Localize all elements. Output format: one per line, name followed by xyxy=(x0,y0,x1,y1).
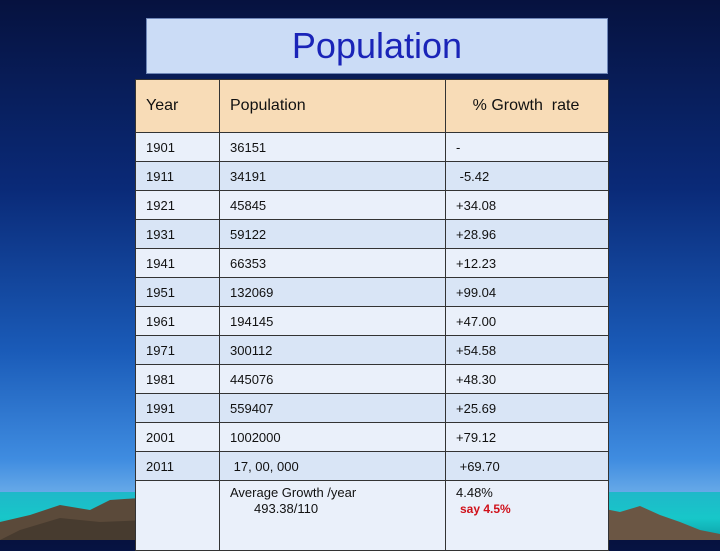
year-cell: 1921 xyxy=(136,191,220,219)
table-row: 1971 300112 +54.58 xyxy=(136,336,608,365)
year-cell: 1981 xyxy=(136,365,220,393)
table-row: 1981 445076 +48.30 xyxy=(136,365,608,394)
growth-rate-cell: +99.04 xyxy=(456,284,497,300)
table-row: 1941 66353 +12.23 xyxy=(136,249,608,278)
population-cell: 300112 xyxy=(220,336,446,364)
title-box: Population xyxy=(146,18,608,74)
average-label-cell: Average Growth /year 493.38/110 xyxy=(220,481,446,550)
population-cell: 1002000 xyxy=(220,423,446,451)
year-cell: 1931 xyxy=(136,220,220,248)
table-row: 1931 59122 +28.96 xyxy=(136,220,608,249)
population-cell: 36151 xyxy=(220,133,446,161)
growth-rate-cell: +48.30 xyxy=(456,371,497,387)
average-value: 4.48% xyxy=(456,485,493,500)
table-row: 1991 559407 +25.69 xyxy=(136,394,608,423)
table-row: 1901 36151- xyxy=(136,133,608,162)
table-row: 2011 17, 00, 000 +69.70 xyxy=(136,452,608,481)
year-cell: 1941 xyxy=(136,249,220,277)
population-table: Year Population % Growth rate 1901 36151-… xyxy=(135,79,609,551)
population-cell: 34191 xyxy=(220,162,446,190)
growth-rate-cell: +47.00 xyxy=(456,313,497,329)
growth-rate-cell: +28.96 xyxy=(456,226,497,242)
population-cell: 559407 xyxy=(220,394,446,422)
growth-rate-cell: - xyxy=(456,139,461,155)
growth-rate-cell: +54.58 xyxy=(456,342,497,358)
header-population: Population xyxy=(220,80,446,132)
year-cell: 2011 xyxy=(136,452,220,480)
year-cell: 1971 xyxy=(136,336,220,364)
table-row: 1951 132069 +99.04 xyxy=(136,278,608,307)
table-row: 2001 1002000 +79.12 xyxy=(136,423,608,452)
population-cell: 132069 xyxy=(220,278,446,306)
header-growth-rate: % Growth rate xyxy=(472,97,580,114)
year-cell: 1911 xyxy=(136,162,220,190)
year-cell: 1991 xyxy=(136,394,220,422)
growth-rate-cell: +69.70 xyxy=(456,458,500,474)
average-value-cell: 4.48% say 4.5% xyxy=(446,481,606,550)
average-note: say 4.5% xyxy=(460,502,511,516)
population-cell: 194145 xyxy=(220,307,446,335)
table-row: 1961 194145 +47.00 xyxy=(136,307,608,336)
average-row: Average Growth /year 493.38/110 4.48% sa… xyxy=(136,481,608,550)
growth-rate-cell: -5.42 xyxy=(456,168,490,184)
year-cell: 1951 xyxy=(136,278,220,306)
year-cell: 1961 xyxy=(136,307,220,335)
growth-rate-cell: +25.69 xyxy=(456,400,497,416)
average-label-line2: 493.38/110 xyxy=(254,501,319,516)
population-cell: 45845 xyxy=(220,191,446,219)
population-cell: 17, 00, 000 xyxy=(220,452,446,480)
table-header-row: Year Population % Growth rate xyxy=(136,80,608,133)
growth-rate-cell: +34.08 xyxy=(456,197,497,213)
population-cell: 66353 xyxy=(220,249,446,277)
year-cell: 2001 xyxy=(136,423,220,451)
average-year-cell xyxy=(136,481,220,550)
average-label-line1: Average Growth /year xyxy=(230,485,357,500)
header-year: Year xyxy=(136,80,220,132)
population-cell: 59122 xyxy=(220,220,446,248)
growth-rate-cell: +79.12 xyxy=(456,429,497,445)
page-title: Population xyxy=(291,25,463,66)
population-cell: 445076 xyxy=(220,365,446,393)
year-cell: 1901 xyxy=(136,133,220,161)
table-row: 1911 34191 -5.42 xyxy=(136,162,608,191)
growth-rate-cell: +12.23 xyxy=(456,255,497,271)
table-row: 1921 45845 +34.08 xyxy=(136,191,608,220)
